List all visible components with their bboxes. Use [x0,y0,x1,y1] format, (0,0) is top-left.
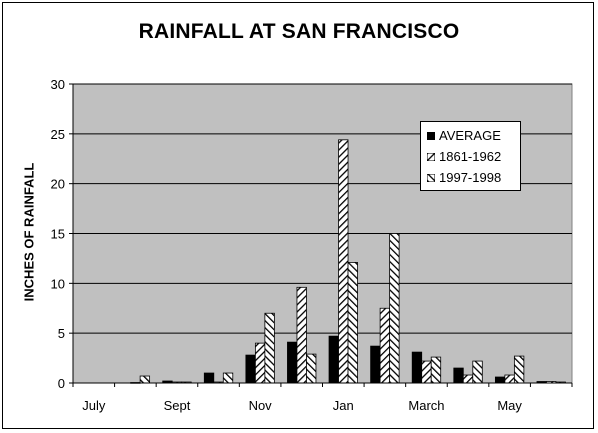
legend-label-1997-1998: 1997-1998 [439,170,502,185]
x-tick-label: Jan [333,398,354,413]
bar-1861-1962 [421,360,432,384]
legend: AVERAGE 1861-1962 1997-1998 [420,121,521,191]
legend-item-1997-1998: 1997-1998 [427,167,520,188]
legend-item-1861-1962: 1861-1962 [427,146,520,167]
y-tick-label: 5 [58,326,65,341]
axes: 0 5 10 15 20 25 30 July Sept Nov Jan March May [51,77,573,413]
bar-1861-1962 [379,307,391,384]
legend-label-1861-1962: 1861-1962 [439,149,502,164]
bar-1861-1962 [254,342,266,384]
chart-title: RAINFALL AT SAN FRANCISCO [138,20,460,43]
bar-average [245,354,256,384]
bar-1997-1998 [513,355,525,384]
bar-average [370,345,381,384]
legend-swatch-1997-1998 [427,173,435,182]
bar-average [411,351,423,384]
bar-1997-1998 [222,372,234,384]
legend-swatch-1861-1962 [427,152,435,161]
x-tick-label: Nov [249,398,273,413]
bar-1997-1998 [347,262,358,384]
bar-average [203,372,215,384]
y-tick-label: 0 [58,376,65,391]
bar-1997-1998 [472,360,483,384]
gridlines [73,83,572,334]
legend-label-average: AVERAGE [439,128,501,143]
x-tick-label: March [408,398,444,413]
bar-average [494,376,506,384]
y-tick-label: 10 [51,276,65,291]
bar-1861-1962 [504,374,515,384]
bar-1861-1962 [338,139,349,384]
x-tick-label: Sept [164,398,191,413]
x-tick-label: May [497,398,522,413]
y-tick-label: 30 [51,77,65,92]
legend-swatch-average [427,131,435,140]
y-tick-label: 15 [51,227,65,242]
bar-1861-1962 [462,374,474,384]
bar-1997-1998 [306,353,317,384]
bar-1997-1998 [264,312,275,384]
bar-1997-1998 [389,233,400,384]
x-tick-label: July [82,398,106,413]
bar-1997-1998 [430,356,442,384]
y-tick-label: 20 [51,177,65,192]
y-tick-label: 25 [51,127,65,142]
bar-1997-1998 [139,375,151,384]
legend-item-average: AVERAGE [427,125,520,146]
bar-1861-1962 [296,286,307,384]
bar-average [328,335,339,384]
bar-average [287,341,298,384]
bar-average [453,367,464,384]
